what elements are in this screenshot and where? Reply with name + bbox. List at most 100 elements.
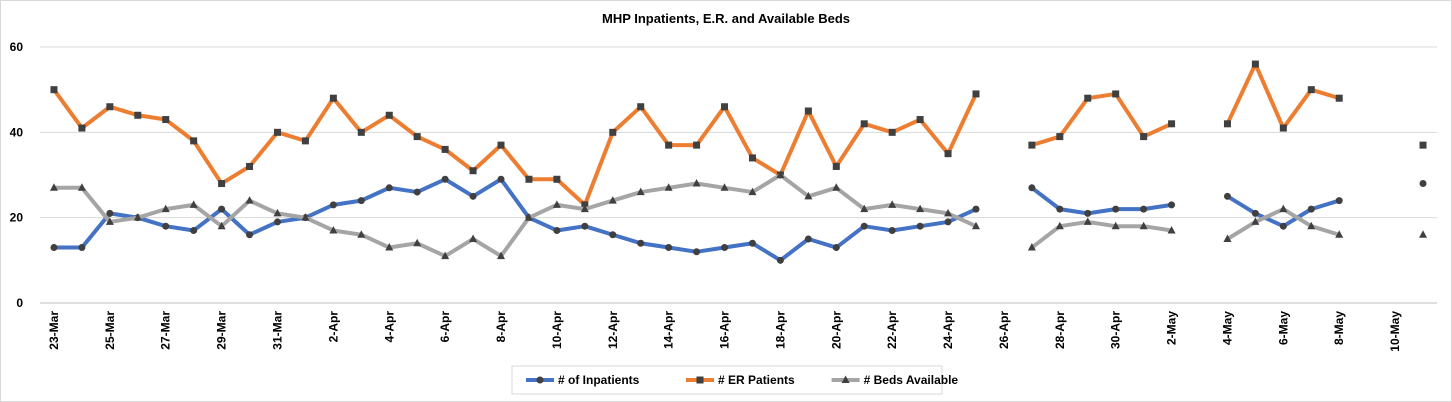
x-tick-label: 29-Mar bbox=[215, 311, 229, 350]
data-point bbox=[972, 90, 980, 98]
data-point bbox=[1223, 234, 1232, 242]
data-point bbox=[78, 124, 86, 132]
data-point bbox=[804, 235, 812, 243]
x-tick-label: 26-Apr bbox=[997, 311, 1011, 349]
data-point bbox=[190, 137, 198, 145]
data-point bbox=[552, 200, 561, 208]
data-point bbox=[972, 205, 980, 213]
data-point bbox=[944, 150, 952, 158]
data-point bbox=[608, 196, 617, 204]
y-tick-label: 0 bbox=[16, 296, 23, 310]
data-point bbox=[329, 201, 337, 209]
x-tick-label: 25-Mar bbox=[103, 311, 117, 350]
data-point bbox=[832, 244, 840, 252]
legend-marker bbox=[841, 375, 850, 383]
data-point bbox=[720, 183, 729, 191]
series-2 bbox=[49, 170, 1428, 260]
data-point bbox=[637, 239, 645, 247]
series-line bbox=[51, 87, 978, 207]
data-point bbox=[748, 239, 756, 247]
legend-label: # of Inpatients bbox=[558, 373, 640, 387]
data-point bbox=[860, 222, 868, 230]
data-point bbox=[944, 208, 953, 217]
y-tick-label: 40 bbox=[10, 125, 24, 139]
data-point bbox=[665, 244, 673, 252]
data-point bbox=[469, 192, 477, 200]
data-point bbox=[106, 103, 114, 111]
series-line bbox=[51, 173, 978, 259]
y-axis-tick-labels: 0 20 40 60 bbox=[10, 40, 24, 310]
x-tick-label: 22-Apr bbox=[885, 311, 899, 349]
data-point bbox=[105, 217, 114, 225]
legend-item: # ER Patients bbox=[686, 373, 795, 387]
data-point bbox=[106, 209, 114, 217]
data-point bbox=[1279, 204, 1288, 213]
legend-label: # Beds Available bbox=[864, 373, 959, 387]
x-tick-label: 30-Apr bbox=[1109, 311, 1123, 349]
legend: # of Inpatients # ER Patients # Beds Avail… bbox=[511, 365, 959, 395]
data-point bbox=[1083, 217, 1092, 225]
data-point bbox=[329, 94, 337, 102]
data-point bbox=[1223, 120, 1231, 128]
data-point bbox=[497, 141, 505, 149]
data-point bbox=[944, 218, 952, 226]
data-point bbox=[776, 256, 784, 264]
x-tick-label: 10-Apr bbox=[550, 311, 564, 349]
y-tick-label: 20 bbox=[10, 211, 24, 225]
data-point bbox=[385, 243, 394, 251]
data-point bbox=[1307, 205, 1315, 213]
data-point bbox=[1139, 221, 1148, 230]
data-point bbox=[1027, 243, 1036, 251]
data-point bbox=[721, 244, 729, 252]
data-point bbox=[776, 170, 785, 178]
data-point bbox=[357, 230, 366, 238]
data-point bbox=[301, 137, 309, 145]
data-point bbox=[916, 222, 924, 230]
data-point bbox=[804, 191, 813, 200]
data-point bbox=[329, 225, 338, 234]
x-tick-label: 4-Apr bbox=[382, 311, 396, 343]
data-point bbox=[1028, 184, 1036, 192]
data-point bbox=[1279, 124, 1287, 132]
x-tick-label: 8-Apr bbox=[494, 311, 508, 343]
data-point bbox=[525, 175, 533, 183]
x-tick-label: 8-May bbox=[1332, 311, 1346, 345]
data-point bbox=[693, 141, 701, 149]
data-point bbox=[1419, 230, 1428, 238]
data-point bbox=[134, 111, 142, 119]
data-point bbox=[1167, 225, 1176, 234]
x-tick-label: 20-Apr bbox=[829, 311, 843, 349]
data-point bbox=[218, 205, 226, 213]
data-point bbox=[50, 86, 58, 94]
data-point bbox=[1335, 94, 1343, 102]
data-point bbox=[1419, 141, 1427, 149]
data-point bbox=[469, 234, 478, 242]
data-point bbox=[1084, 94, 1092, 102]
data-point bbox=[441, 145, 449, 153]
data-point bbox=[609, 231, 617, 239]
x-tick-label: 4-May bbox=[1220, 311, 1234, 345]
x-tick-label: 10-May bbox=[1388, 311, 1402, 352]
x-tick-label: 2-Apr bbox=[326, 311, 340, 343]
data-point bbox=[77, 183, 86, 191]
data-point bbox=[273, 208, 282, 217]
data-point bbox=[916, 204, 925, 213]
chart-title: MHP Inpatients, E.R. and Available Beds bbox=[601, 11, 851, 26]
data-point bbox=[413, 188, 421, 196]
data-point bbox=[385, 111, 393, 119]
data-point bbox=[189, 200, 198, 208]
data-point bbox=[273, 128, 281, 136]
data-point bbox=[832, 183, 841, 191]
legend-label: # ER Patients bbox=[718, 373, 795, 387]
data-point bbox=[78, 244, 86, 252]
data-point bbox=[190, 226, 198, 234]
data-point bbox=[497, 175, 505, 183]
data-point bbox=[971, 221, 980, 230]
data-point bbox=[1419, 180, 1427, 188]
data-point bbox=[1223, 192, 1231, 200]
series-line bbox=[1029, 219, 1174, 250]
x-tick-label: 6-May bbox=[1276, 311, 1290, 345]
data-point bbox=[1168, 120, 1176, 128]
data-point bbox=[357, 197, 365, 205]
